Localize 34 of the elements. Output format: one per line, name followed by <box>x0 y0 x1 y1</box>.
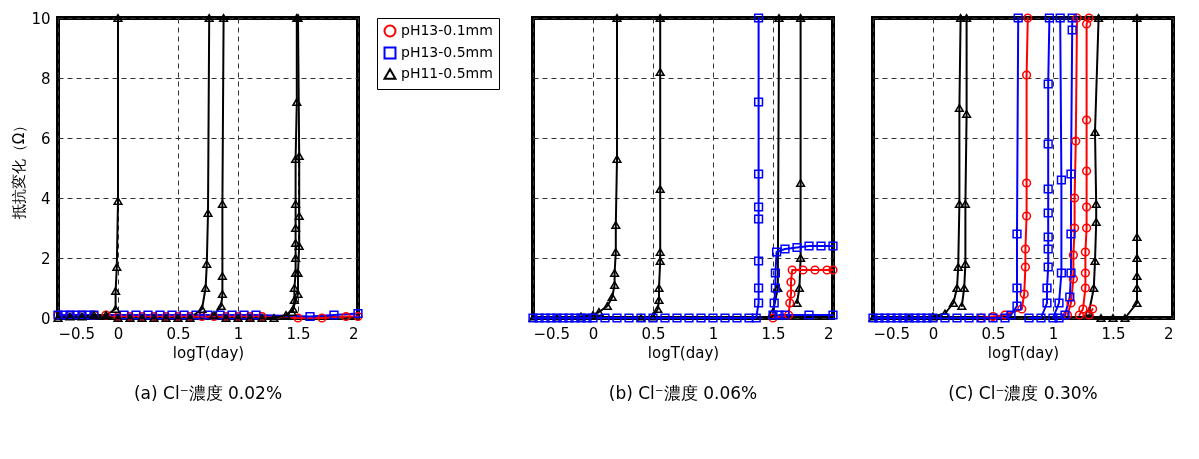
x-tick-label: 0.5 <box>641 324 666 343</box>
legend-label: pH13-0.1mm <box>401 22 493 38</box>
text: (b) Cl⁻濃度 0.06% <box>608 383 758 403</box>
x-axis-title: logT(day) <box>647 343 720 362</box>
legend-label: pH13-0.5mm <box>401 44 493 60</box>
x-tick-label: 0 <box>113 324 124 343</box>
x-tick-label: 0.5 <box>166 324 191 343</box>
x-tick-label: −0.5 <box>58 324 95 343</box>
x-tick-label: −0.5 <box>873 324 910 343</box>
x-tick-label: 0 <box>928 324 939 343</box>
x-tick-label: 1 <box>708 324 719 343</box>
y-tick-label: 2 <box>40 249 51 268</box>
y-tick-label: 10 <box>31 9 51 28</box>
x-tick-label: 0.5 <box>981 324 1006 343</box>
x-tick-label: 1.5 <box>761 324 786 343</box>
x-tick-label: 1 <box>233 324 244 343</box>
y-axis-title: 抵抗変化（Ω） <box>10 117 29 221</box>
x-tick-label: 1.5 <box>286 324 311 343</box>
x-axis-title: logT(day) <box>987 343 1060 362</box>
y-tick-label: 4 <box>40 189 51 208</box>
x-tick-label: −0.5 <box>533 324 570 343</box>
x-tick-label: 2 <box>1163 324 1174 343</box>
x-axis-title: logT(day) <box>172 343 245 362</box>
x-tick-label: 2 <box>348 324 359 343</box>
text: (C) Cl⁻濃度 0.30% <box>948 383 1098 403</box>
y-tick-label: 8 <box>40 69 51 88</box>
x-tick-label: 1 <box>1048 324 1059 343</box>
x-tick-label: 1.5 <box>1101 324 1126 343</box>
y-tick-label: 6 <box>40 129 51 148</box>
x-tick-label: 2 <box>823 324 834 343</box>
y-tick-label: 0 <box>40 309 51 328</box>
legend-label: pH11-0.5mm <box>401 65 493 81</box>
x-tick-label: 0 <box>588 324 599 343</box>
text: (a) Cl⁻濃度 0.02% <box>133 383 283 403</box>
